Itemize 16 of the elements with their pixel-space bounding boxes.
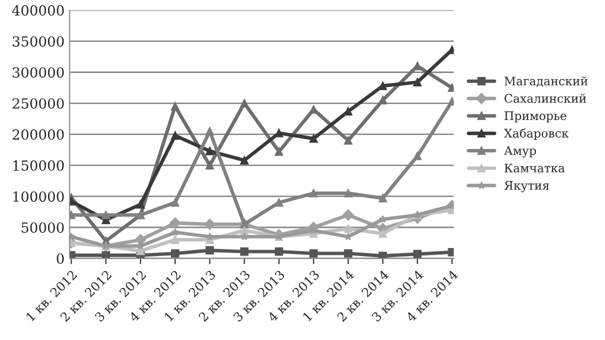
legend-label: Камчатка xyxy=(504,164,565,172)
legend-label: Амур xyxy=(504,146,536,158)
legend-label: Приморье xyxy=(504,111,566,122)
y-tick-label: 350000 xyxy=(12,36,64,47)
y-tick-label: 200000 xyxy=(12,129,64,140)
y-tick-label: 300000 xyxy=(12,67,64,78)
legend-label: Хабаровск xyxy=(504,128,569,140)
legend-label: Якутия xyxy=(504,181,550,192)
y-tick-label: 100000 xyxy=(13,191,64,202)
legend-label: Магаданский xyxy=(504,76,588,87)
y-tick-label: 400000 xyxy=(12,5,64,16)
y-tick-label: 150000 xyxy=(13,160,64,171)
legend-label: Сахалинский xyxy=(504,94,586,103)
y-tick-label: 50000 xyxy=(22,222,64,233)
y-tick-label: 0 xyxy=(56,253,64,264)
y-tick-label: 250000 xyxy=(12,98,64,109)
